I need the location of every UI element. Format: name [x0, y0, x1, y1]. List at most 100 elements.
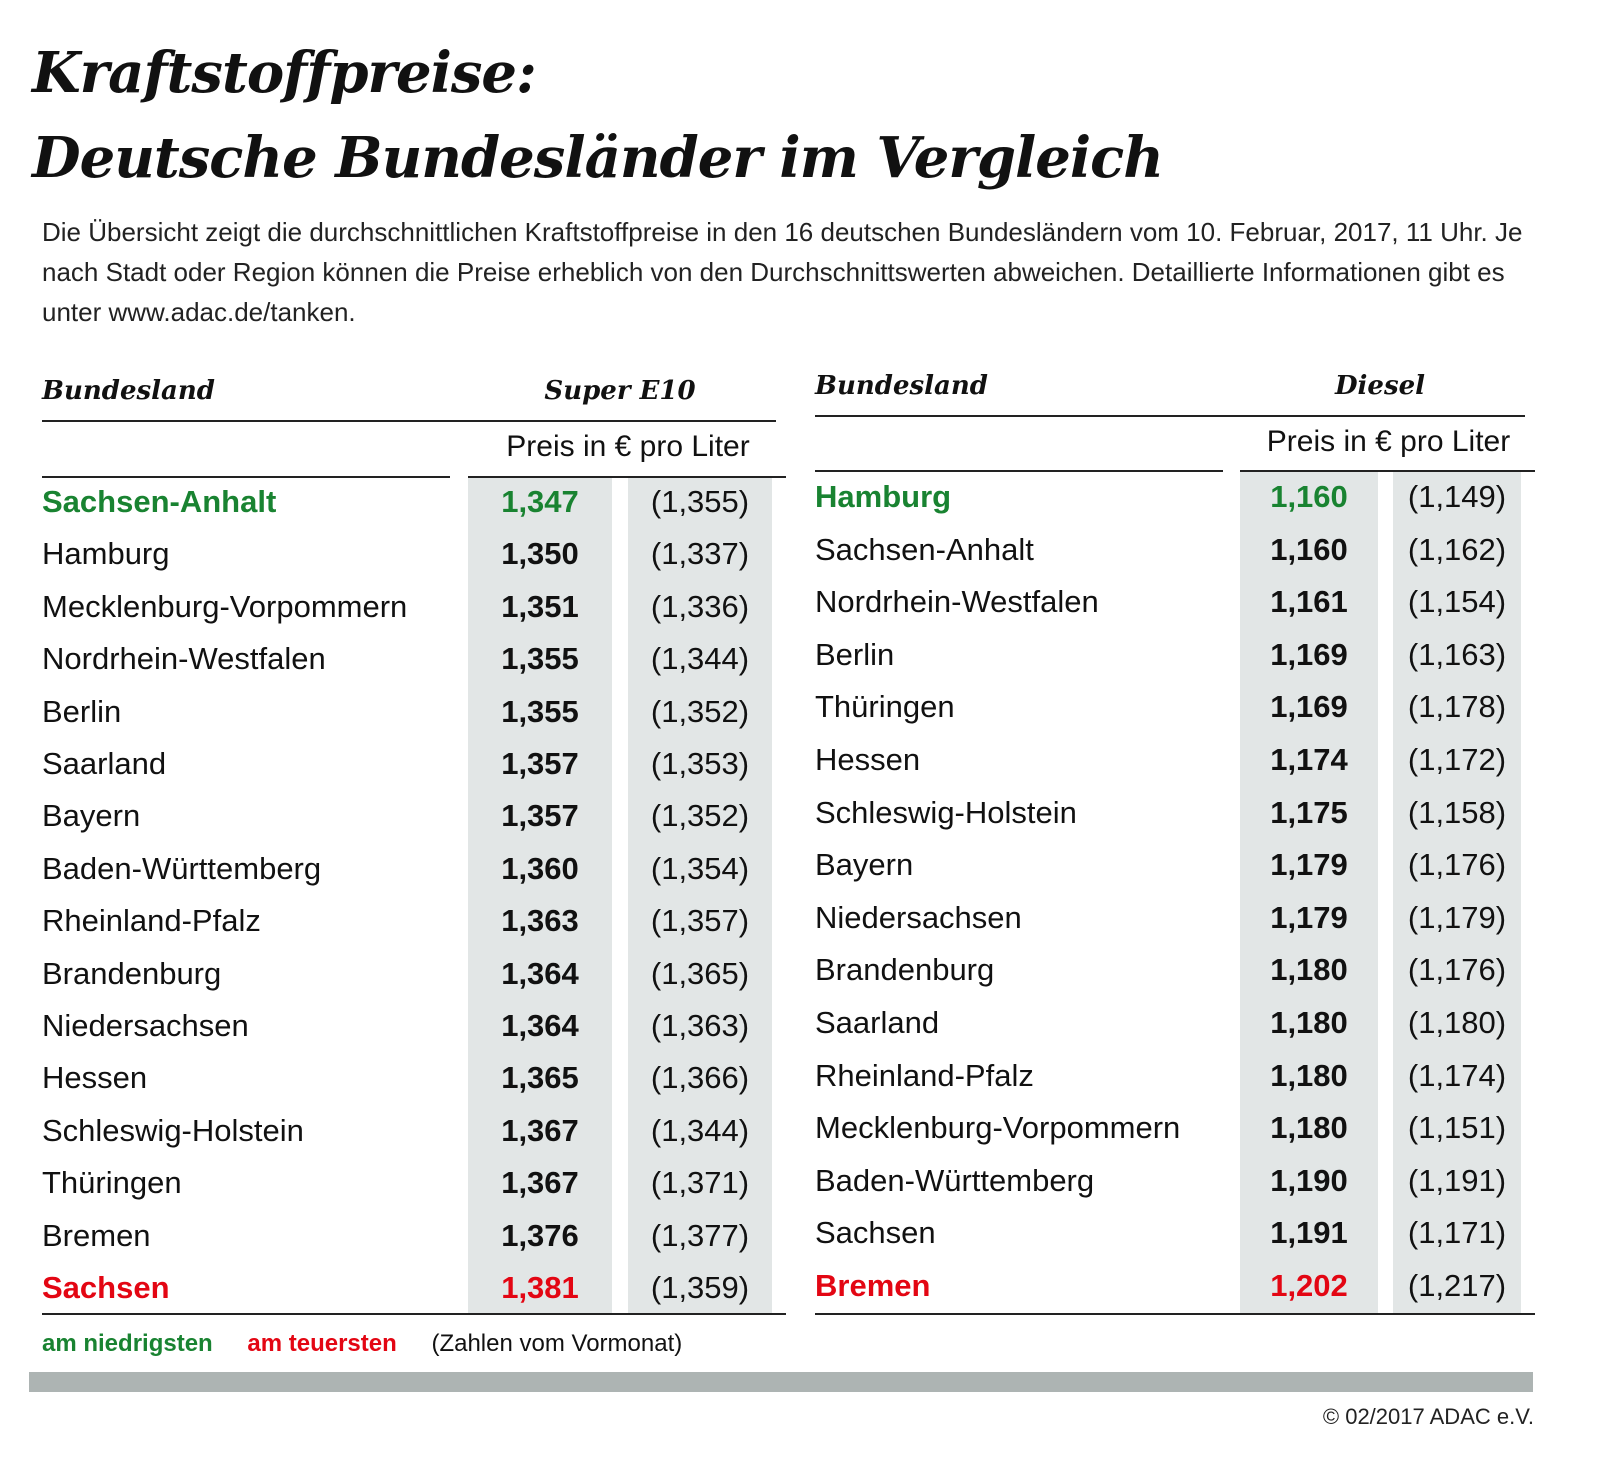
previous-month-price: (1,363): [650, 1008, 750, 1043]
current-price: 1,364: [501, 955, 579, 991]
legend-lowest: am niedrigsten: [42, 1330, 213, 1357]
table-row: Sachsen-Anhalt 1,347 (1,355): [42, 484, 786, 536]
state-name: Baden-Württemberg: [42, 850, 322, 886]
current-price: 1,357: [501, 798, 579, 834]
previous-month-price: (1,355): [650, 484, 750, 519]
divider-bar: [29, 1372, 1533, 1392]
table-row: Baden-Württemberg 1,360 (1,354): [42, 851, 786, 903]
previous-month-price: (1,336): [650, 588, 750, 624]
title-line-1: Kraftstoffpreise:: [32, 40, 537, 106]
state-name: Sachsen-Anhalt: [815, 531, 1034, 567]
table-row: Sachsen 1,191 (1,171): [815, 1215, 1535, 1267]
previous-month-price: (1,353): [650, 746, 750, 781]
state-name: Mecklenburg-Vorpommern: [42, 588, 408, 624]
table-row: Mecklenburg-Vorpommern 1,180 (1,151): [815, 1110, 1535, 1162]
current-price: 1,351: [501, 588, 579, 624]
current-price: 1,175: [1270, 794, 1348, 830]
legend-highest: am teuersten: [247, 1330, 397, 1357]
state-name: Nordrhein-Westfalen: [815, 584, 1099, 620]
table-row: Nordrhein-Westfalen 1,161 (1,154): [815, 584, 1535, 636]
previous-month-price: (1,149): [1407, 479, 1507, 514]
bottom-rule: [815, 1313, 1535, 1315]
state-name: Sachsen-Anhalt: [42, 484, 277, 519]
state-name: Bayern: [42, 798, 141, 834]
table-row: Bayern 1,357 (1,352): [42, 798, 786, 850]
state-name: Brandenburg: [815, 952, 995, 988]
table-row: Baden-Württemberg 1,190 (1,191): [815, 1163, 1535, 1215]
table-row: Mecklenburg-Vorpommern 1,351 (1,336): [42, 589, 786, 641]
table-row: Hessen 1,174 (1,172): [815, 742, 1535, 794]
previous-month-price: (1,176): [1407, 952, 1507, 988]
subheader-rule-left: [815, 470, 1223, 472]
current-price: 1,191: [1270, 1215, 1348, 1251]
table-row: Brandenburg 1,364 (1,365): [42, 956, 786, 1008]
current-price: 1,355: [501, 693, 579, 729]
previous-month-price: (1,151): [1407, 1110, 1507, 1146]
previous-month-price: (1,352): [650, 798, 750, 834]
previous-month-price: (1,162): [1407, 531, 1507, 567]
state-name: Hessen: [815, 742, 921, 777]
prev-column-shade: [1393, 472, 1521, 1313]
previous-month-price: (1,171): [1407, 1215, 1507, 1251]
state-name: Sachsen: [42, 1270, 170, 1305]
current-price: 1,355: [501, 641, 579, 677]
previous-month-price: (1,371): [650, 1165, 750, 1201]
current-price: 1,179: [1270, 899, 1348, 935]
previous-month-price: (1,344): [650, 641, 750, 677]
previous-month-price: (1,365): [650, 955, 750, 991]
state-name: Saarland: [815, 1005, 940, 1040]
column-header-fuel: Super E10: [544, 376, 696, 406]
previous-month-price: (1,158): [1407, 794, 1507, 830]
previous-month-price: (1,337): [650, 536, 750, 572]
price-column-shade: [468, 478, 612, 1313]
state-name: Sachsen: [815, 1215, 936, 1251]
state-name: Nordrhein-Westfalen: [42, 641, 326, 677]
previous-month-price: (1,357): [650, 903, 750, 939]
table-row: Niedersachsen 1,179 (1,179): [815, 900, 1535, 952]
state-name: Schleswig-Holstein: [815, 794, 1077, 830]
current-price: 1,180: [1270, 1110, 1348, 1146]
intro-text: Die Übersicht zeigt die durchschnittlich…: [42, 217, 1523, 327]
previous-month-price: (1,377): [650, 1217, 750, 1253]
current-price: 1,169: [1270, 636, 1348, 672]
state-name: Thüringen: [42, 1165, 182, 1201]
subheader-rule-right: [468, 476, 786, 478]
current-price: 1,367: [501, 1112, 579, 1148]
table-row: Sachsen 1,381 (1,359): [42, 1270, 786, 1322]
current-price: 1,190: [1270, 1162, 1348, 1198]
previous-month-price: (1,174): [1407, 1057, 1507, 1093]
previous-month-price: (1,172): [1407, 742, 1507, 777]
copyright: © 02/2017 ADAC e.V.: [1322, 1404, 1534, 1429]
current-price: 1,367: [501, 1165, 579, 1201]
legend: am niedrigsten am teuersten (Zahlen vom …: [42, 1330, 710, 1358]
table-row: Schleswig-Holstein 1,175 (1,158): [815, 795, 1535, 847]
state-name: Bayern: [815, 847, 914, 883]
previous-month-price: (1,163): [1407, 636, 1507, 672]
subheader-rule-right: [1240, 470, 1535, 472]
previous-month-price: (1,176): [1407, 847, 1507, 883]
table-row: Rheinland-Pfalz 1,363 (1,357): [42, 903, 786, 955]
state-name: Bremen: [42, 1217, 151, 1253]
header-rule: [42, 420, 776, 422]
table-row: Niedersachsen 1,364 (1,363): [42, 1008, 786, 1060]
prev-column-shade: [628, 478, 772, 1313]
state-name: Saarland: [42, 746, 167, 781]
legend-prev-note: (Zahlen vom Vormonat): [431, 1330, 683, 1357]
previous-month-price: (1,344): [650, 1112, 750, 1148]
current-price: 1,350: [501, 536, 579, 572]
state-name: Brandenburg: [42, 955, 222, 991]
table-row: Saarland 1,357 (1,353): [42, 746, 786, 798]
price-column-shade: [1240, 472, 1378, 1313]
current-price: 1,180: [1270, 1005, 1348, 1040]
current-price: 1,169: [1270, 689, 1348, 725]
state-name: Niedersachsen: [42, 1008, 249, 1043]
table-row: Nordrhein-Westfalen 1,355 (1,344): [42, 641, 786, 693]
current-price: 1,363: [501, 903, 579, 939]
previous-month-price: (1,154): [1407, 584, 1507, 620]
table-row: Hessen 1,365 (1,366): [42, 1060, 786, 1112]
state-name: Baden-Württemberg: [815, 1162, 1095, 1198]
current-price: 1,179: [1270, 847, 1348, 883]
table-row: Schleswig-Holstein 1,367 (1,344): [42, 1113, 786, 1165]
current-price: 1,202: [1270, 1268, 1348, 1303]
